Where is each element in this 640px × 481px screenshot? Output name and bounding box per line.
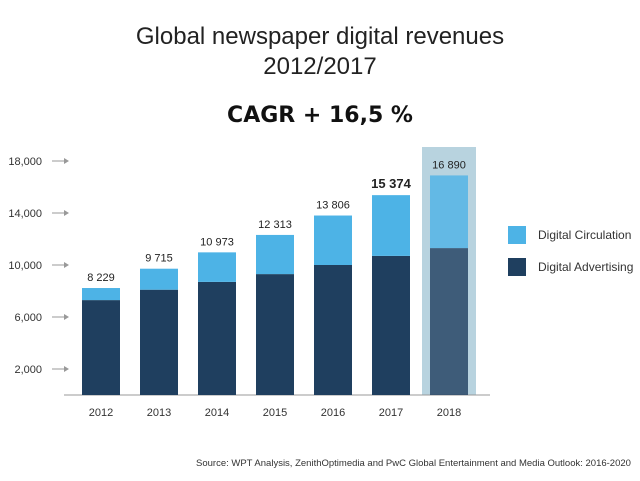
bar-circulation [198,252,236,282]
y-tick-label: 18,000 [8,156,42,168]
chart-title-line2: 2012/2017 [263,53,377,80]
bar-circulation [140,268,178,290]
total-label: 8 229 [87,272,115,284]
y-tick-arrow-icon [64,314,69,320]
x-tick-label: 2013 [147,407,171,419]
total-label: 12 313 [258,219,292,231]
legend-label-advertising: Digital Advertising [538,260,634,274]
legend-swatch-advertising [508,258,526,276]
bar-advertising [198,281,236,395]
legend-item-circulation: Digital Circulation [508,226,631,244]
y-tick-label: 6,000 [14,312,42,324]
y-tick-label: 14,000 [8,208,42,220]
bar-advertising [256,274,294,395]
legend-label-circulation: Digital Circulation [538,228,632,242]
y-tick-arrow-icon [64,366,69,372]
x-tick-label: 2016 [321,407,345,419]
bar-circulation [372,195,410,256]
bar-advertising [140,289,178,395]
y-tick-arrow-icon [64,262,69,268]
legend-swatch-circulation [508,226,526,244]
total-label: 15 374 [371,176,412,191]
bar-circulation [314,215,352,265]
chart-title-line1: Global newspaper digital revenues [135,23,505,50]
cagr-label: CAGR + 16,5 % [227,103,413,128]
y-tick-arrow-icon [64,210,69,216]
total-label: 10 973 [200,236,234,248]
legend-item-advertising: Digital Advertising [508,258,633,276]
bar-advertising [372,255,410,395]
bar-circulation [256,234,294,275]
x-tick-label: 2015 [263,407,287,419]
y-tick-label: 10,000 [8,260,42,272]
bar-advertising [82,300,120,395]
total-label: 9 715 [145,253,173,265]
x-tick-label: 2012 [89,407,113,419]
y-tick-label: 2,000 [14,364,42,376]
bar-circulation [430,175,468,249]
total-label: 16 890 [432,159,466,171]
total-label: 13 806 [316,200,350,212]
x-tick-label: 2018 [437,407,461,419]
bar-advertising [430,248,468,395]
bar-advertising [314,265,352,395]
chart-title: Global newspaper digital revenues 2012/2… [0,22,640,82]
bar-circulation [82,288,120,301]
source-note: Source: WPT Analysis, ZenithOptimedia an… [196,458,631,469]
x-tick-label: 2017 [379,407,403,419]
y-tick-arrow-icon [64,158,69,164]
x-tick-label: 2014 [205,407,229,419]
